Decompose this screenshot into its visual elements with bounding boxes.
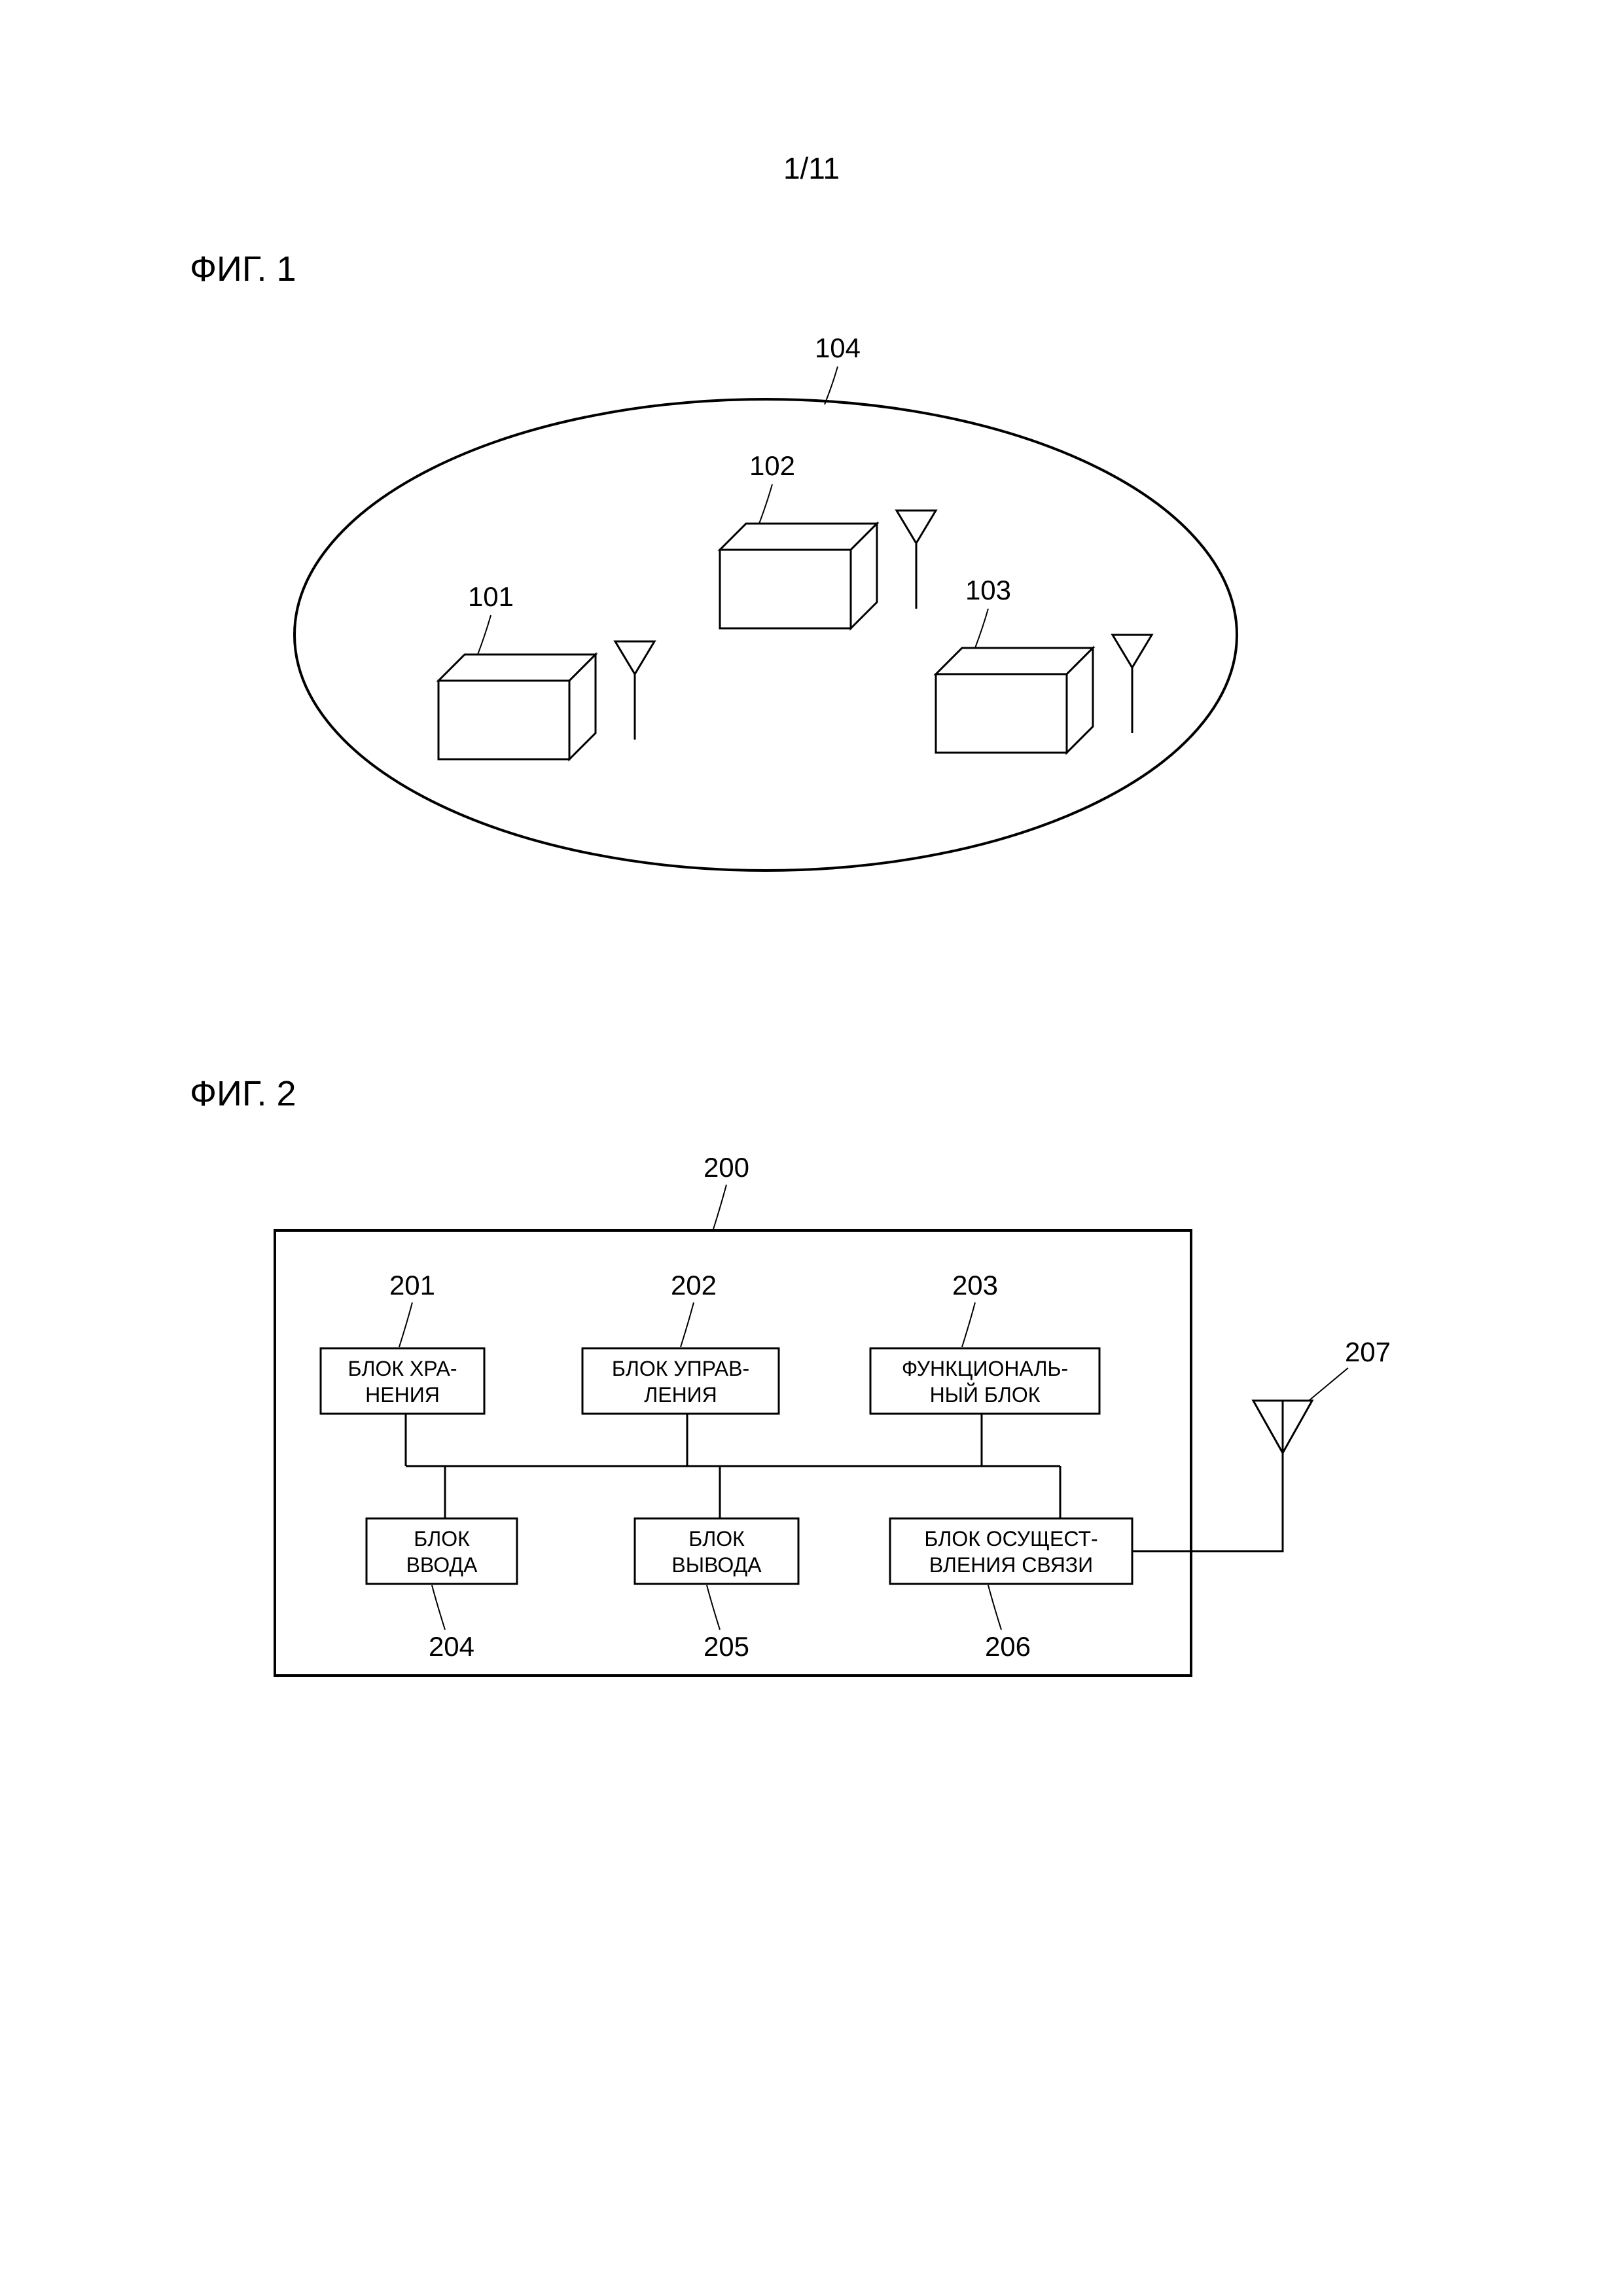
svg-text:БЛОК ХРА-: БЛОК ХРА- bbox=[348, 1357, 457, 1380]
fig1-103-ref: 103 bbox=[965, 575, 1011, 605]
page-number-text: 1/11 bbox=[783, 151, 840, 185]
fig2-200-leader bbox=[713, 1185, 726, 1229]
svg-text:201: 201 bbox=[389, 1270, 435, 1300]
svg-text:БЛОК: БЛОК bbox=[688, 1527, 745, 1551]
svg-text:205: 205 bbox=[704, 1631, 749, 1662]
fig1-svg: 104 101 102 103 bbox=[209, 308, 1322, 897]
fig1-node-102: 102 bbox=[720, 450, 936, 628]
fig1-title: ФИГ. 1 bbox=[190, 249, 296, 289]
fig1-node-101: 101 bbox=[438, 581, 654, 759]
fig1-node-103: 103 bbox=[936, 575, 1152, 753]
fig2-200-ref: 200 bbox=[704, 1152, 749, 1183]
fig2-title: ФИГ. 2 bbox=[190, 1073, 296, 1114]
fig2-block-201: БЛОК ХРА- НЕНИЯ 201 bbox=[321, 1270, 484, 1414]
svg-text:204: 204 bbox=[429, 1631, 474, 1662]
svg-text:ЛЕНИЯ: ЛЕНИЯ bbox=[644, 1383, 717, 1407]
fig1-104-ref: 104 bbox=[815, 332, 861, 363]
fig2-207-ref: 207 bbox=[1345, 1336, 1391, 1367]
svg-text:НЫЙ БЛОК: НЫЙ БЛОК bbox=[930, 1383, 1041, 1407]
fig2-block-206: БЛОК ОСУЩЕСТ- ВЛЕНИЯ СВЯЗИ 206 bbox=[890, 1518, 1132, 1662]
svg-text:ФУНКЦИОНАЛЬ-: ФУНКЦИОНАЛЬ- bbox=[902, 1357, 1068, 1380]
svg-text:202: 202 bbox=[671, 1270, 717, 1300]
fig2-block-204: БЛОК ВВОДА 204 bbox=[366, 1518, 517, 1662]
svg-text:203: 203 bbox=[952, 1270, 998, 1300]
svg-text:ВВОДА: ВВОДА bbox=[406, 1553, 478, 1577]
fig2-block-203: ФУНКЦИОНАЛЬ- НЫЙ БЛОК 203 bbox=[870, 1270, 1099, 1414]
page-number: 1/11 bbox=[0, 151, 1623, 186]
fig2-block-205: БЛОК ВЫВОДА 205 bbox=[635, 1518, 798, 1662]
svg-text:БЛОК: БЛОК bbox=[414, 1527, 470, 1551]
fig2-block-202: БЛОК УПРАВ- ЛЕНИЯ 202 bbox=[582, 1270, 779, 1414]
fig1-title-text: ФИГ. 1 bbox=[190, 249, 296, 289]
svg-text:206: 206 bbox=[985, 1631, 1031, 1662]
fig2-title-text: ФИГ. 2 bbox=[190, 1074, 296, 1113]
fig2-svg: 200 БЛОК ХРА- НЕНИЯ 201 БЛОК УПРАВ- ЛЕНИ… bbox=[196, 1152, 1440, 1741]
fig2-antenna-wire bbox=[1132, 1453, 1283, 1551]
svg-text:ВЛЕНИЯ СВЯЗИ: ВЛЕНИЯ СВЯЗИ bbox=[929, 1553, 1093, 1577]
fig2-antenna: 207 bbox=[1253, 1336, 1391, 1453]
svg-text:БЛОК ОСУЩЕСТ-: БЛОК ОСУЩЕСТ- bbox=[924, 1527, 1097, 1551]
svg-text:ВЫВОДА: ВЫВОДА bbox=[671, 1553, 762, 1577]
svg-text:НЕНИЯ: НЕНИЯ bbox=[365, 1383, 440, 1407]
svg-text:БЛОК УПРАВ-: БЛОК УПРАВ- bbox=[612, 1357, 749, 1380]
fig1-101-ref: 101 bbox=[468, 581, 514, 612]
fig1-104-leader bbox=[825, 367, 838, 404]
fig1-102-ref: 102 bbox=[749, 450, 795, 481]
